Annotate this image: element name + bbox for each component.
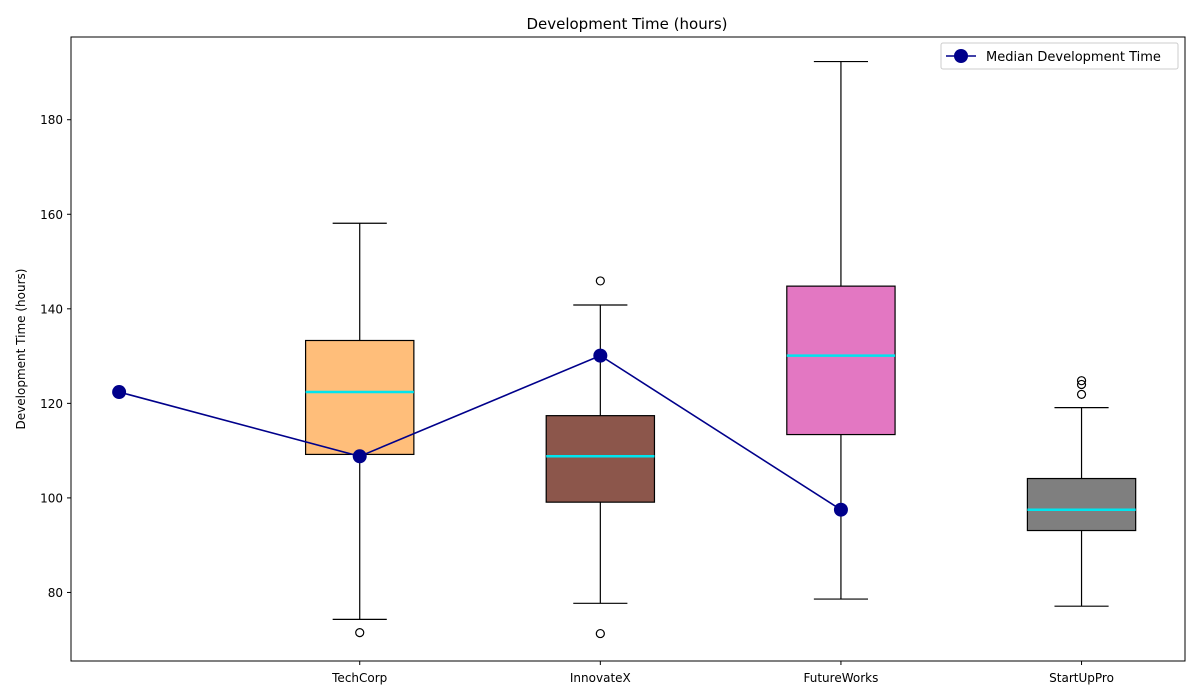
x-tick-label: StartUpPro xyxy=(1049,671,1114,685)
outlier-point xyxy=(595,628,605,639)
median-trend-line xyxy=(118,354,842,511)
box-innovatex xyxy=(545,415,656,503)
y-tick-label: 160 xyxy=(40,208,63,222)
box-futureworks xyxy=(786,285,896,436)
box-techcorp xyxy=(304,339,415,456)
y-tick-label: 140 xyxy=(40,302,63,316)
median-trend-point xyxy=(112,385,127,400)
y-tick-label: 120 xyxy=(40,397,63,411)
plot-area: 80 100 120 140 160 180 TechCorp InnovateX Future… xyxy=(40,60,1137,685)
legend-marker-swatch xyxy=(954,49,968,63)
chart-title: Development Time (hours) xyxy=(526,15,727,33)
median-trend-point xyxy=(352,449,367,464)
median-trend-point xyxy=(593,348,608,363)
box-startuppro xyxy=(1026,477,1137,532)
x-tick-label: InnovateX xyxy=(570,671,631,685)
median-trend-point xyxy=(833,502,848,517)
outlier-point xyxy=(355,628,365,638)
y-axis-label: Development Time (hours) xyxy=(14,269,28,430)
y-tick-label: 80 xyxy=(48,586,63,600)
outlier-point xyxy=(1076,379,1087,390)
y-tick-label: 100 xyxy=(40,491,63,505)
x-tick-label: FutureWorks xyxy=(804,671,879,685)
outlier-point xyxy=(1076,376,1087,386)
legend: Median Development Time xyxy=(940,42,1179,70)
y-tick-label: 180 xyxy=(40,113,63,127)
plot-frame xyxy=(70,36,1186,662)
outlier-point xyxy=(595,276,605,286)
legend-label: Median Development Time xyxy=(986,50,1161,65)
outlier-point xyxy=(1076,389,1087,399)
x-tick-label: TechCorp xyxy=(331,671,387,685)
legend-box xyxy=(940,42,1179,70)
